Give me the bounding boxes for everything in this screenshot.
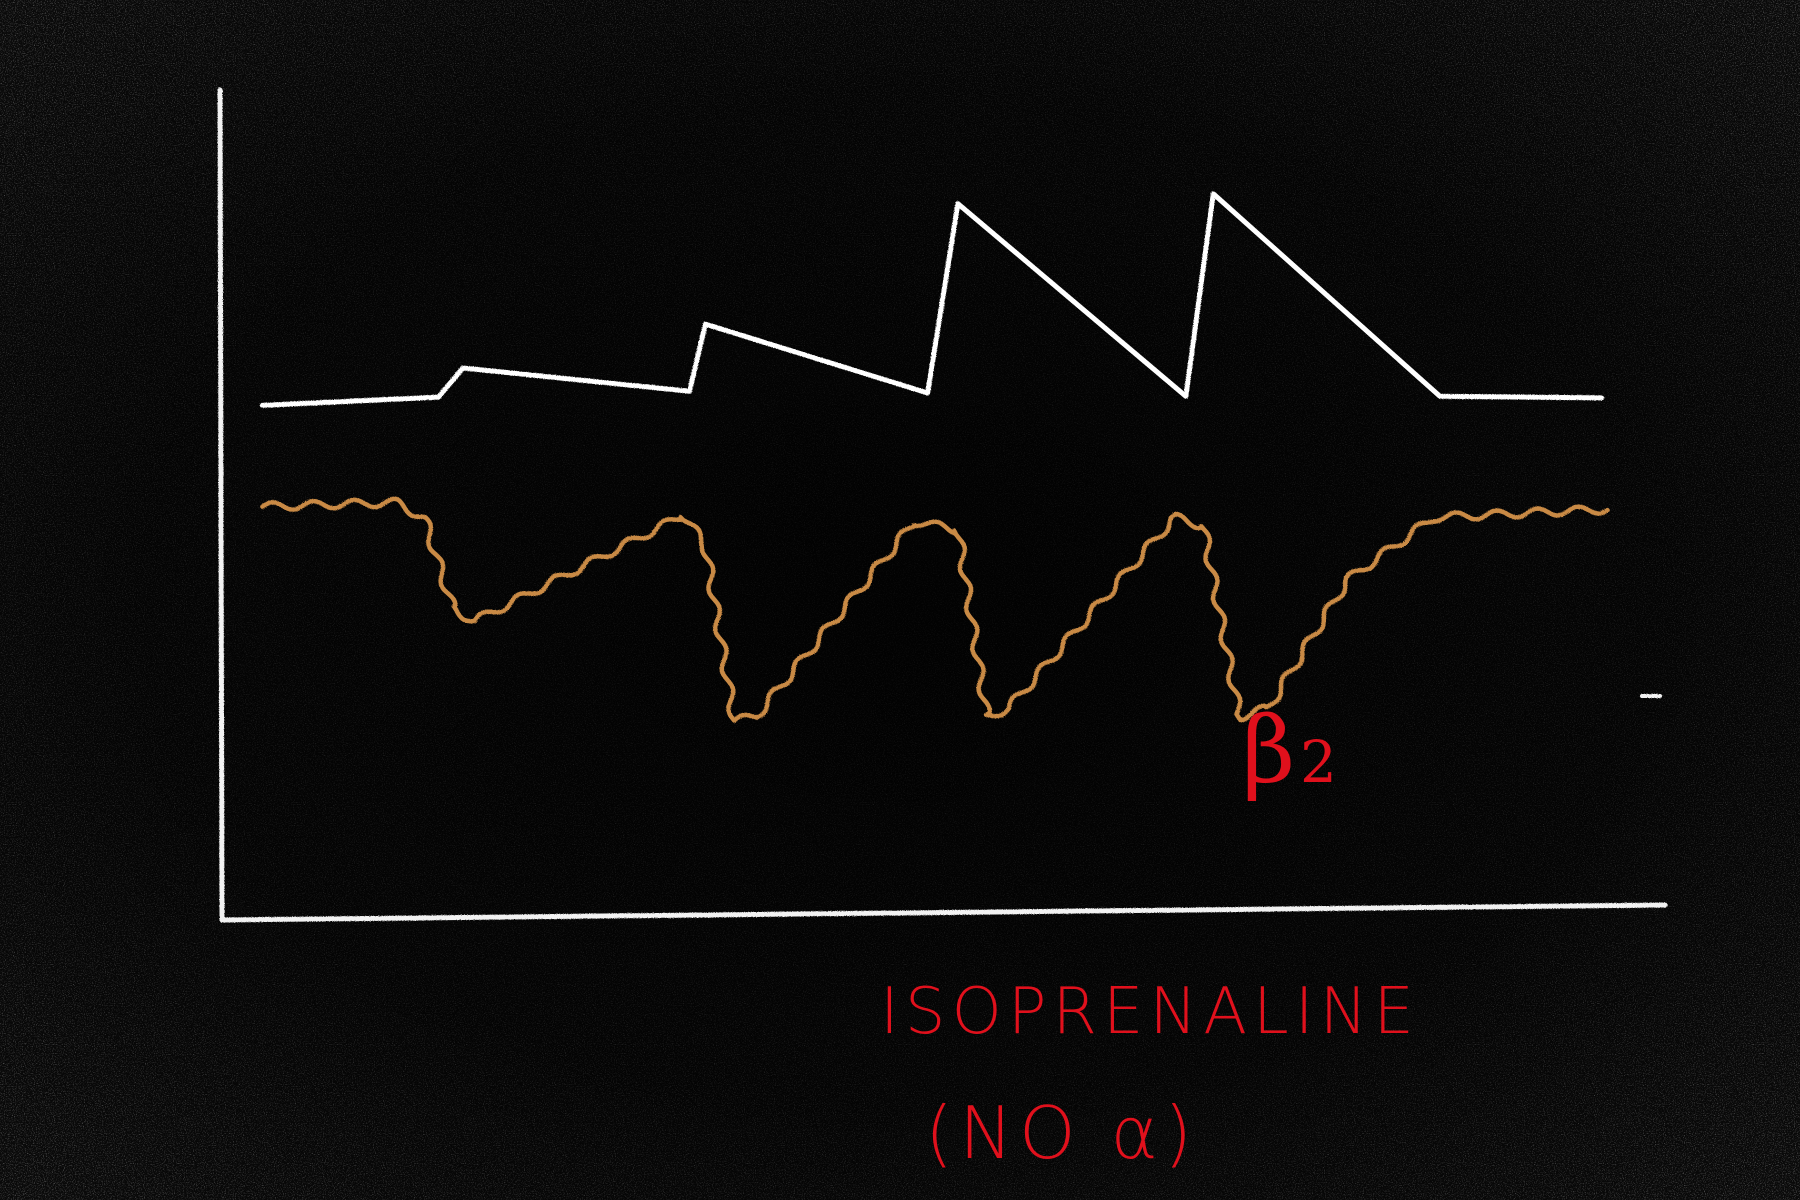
drug-label: ISOPRENALINE xyxy=(880,975,1420,1049)
series-line-lower xyxy=(260,496,1610,723)
series-layer xyxy=(259,191,1610,723)
plot-area xyxy=(217,87,1668,923)
drug-note: (NO α) xyxy=(925,1091,1198,1175)
series-line-upper xyxy=(259,191,1604,408)
receptor-label: β 2 xyxy=(1242,697,1337,804)
receptor-symbol: β xyxy=(1242,697,1295,804)
x-axis xyxy=(219,902,1668,923)
receptor-subscript: 2 xyxy=(1300,728,1337,796)
y-axis xyxy=(217,87,225,923)
